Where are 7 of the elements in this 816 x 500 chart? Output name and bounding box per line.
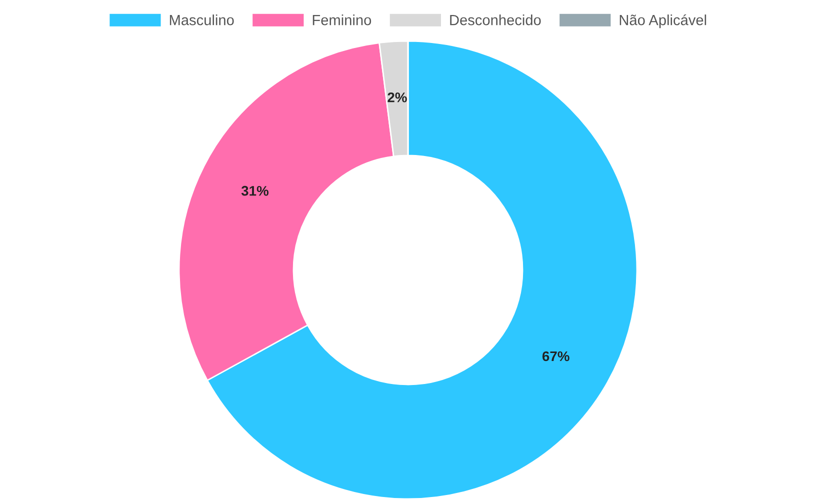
legend-label: Desconhecido xyxy=(450,14,541,26)
data-label: 2% xyxy=(388,92,407,102)
legend-label: Não Aplicável xyxy=(620,14,706,28)
legend-label: Masculino xyxy=(170,14,234,26)
data-label: 31% xyxy=(241,186,269,196)
data-label: 67% xyxy=(542,351,570,362)
legend-label: Feminino xyxy=(312,14,372,26)
